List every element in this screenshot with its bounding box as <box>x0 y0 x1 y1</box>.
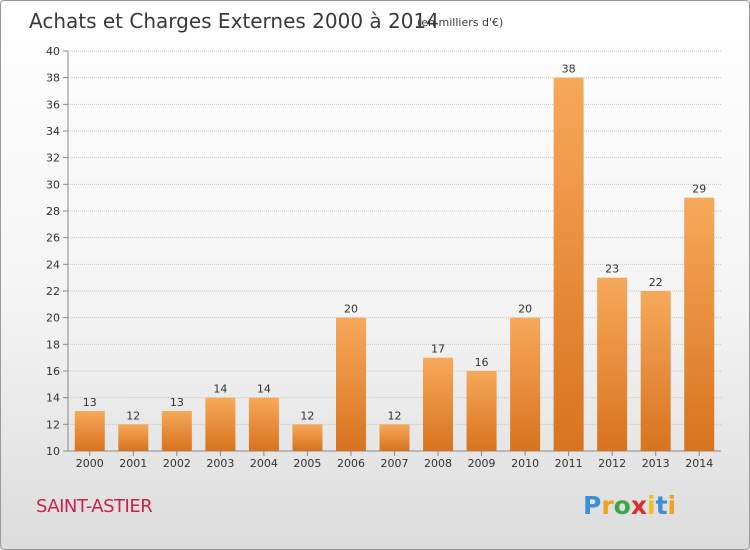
logo-letter: r <box>601 491 614 520</box>
logo-letter: P <box>583 491 602 520</box>
x-tick-label: 2012 <box>598 457 626 470</box>
bar <box>205 397 236 451</box>
x-tick-label: 2001 <box>119 457 147 470</box>
data-label: 20 <box>518 303 532 316</box>
bar <box>74 411 105 451</box>
y-tick-label: 18 <box>46 338 60 351</box>
bar <box>248 397 279 451</box>
y-tick-label: 12 <box>46 418 60 431</box>
bar <box>553 77 584 452</box>
bar <box>161 411 192 451</box>
data-label: 29 <box>692 183 706 196</box>
y-tick-label: 20 <box>46 312 60 325</box>
data-label: 12 <box>388 409 402 422</box>
logo-letter: o <box>613 491 631 520</box>
bar <box>292 424 323 451</box>
bars <box>74 77 715 452</box>
y-tick-label: 38 <box>46 72 60 85</box>
x-tick-label: 2002 <box>163 457 191 470</box>
y-tick-label: 26 <box>46 232 60 245</box>
logo-letter: i <box>647 491 656 520</box>
y-tick-label: 36 <box>46 98 60 111</box>
data-label: 12 <box>300 409 314 422</box>
x-tick-label: 2013 <box>642 457 670 470</box>
x-tick-label: 2003 <box>206 457 234 470</box>
x-tick-labels: 2000 2001 2002 2003 2004 2005 2006 2007 2008 2009… <box>76 457 713 470</box>
data-label: 14 <box>257 383 271 396</box>
bar <box>335 317 366 451</box>
x-tick-label: 2004 <box>250 457 278 470</box>
bar <box>510 317 541 451</box>
data-label: 38 <box>562 63 576 76</box>
x-tick-label: 2010 <box>511 457 539 470</box>
logo-letter: i <box>667 491 677 520</box>
y-tick-label: 24 <box>46 258 60 271</box>
data-labels: 13 12 13 14 14 12 20 12 17 16 20 38 23 22 29 <box>83 63 706 423</box>
data-label: 14 <box>213 383 227 396</box>
logo-letter: t <box>655 491 668 520</box>
y-tick-label: 14 <box>46 392 60 405</box>
x-tick-label: 2007 <box>381 457 409 470</box>
y-tick-label: 34 <box>46 125 60 138</box>
data-label: 23 <box>605 263 619 276</box>
y-tick-label: 10 <box>46 445 60 458</box>
y-tick-labels: 10 12 14 16 18 20 22 24 26 28 30 32 34 36 38 40 <box>46 45 60 458</box>
data-label: 22 <box>649 276 663 289</box>
bar <box>466 371 497 451</box>
bar <box>118 424 149 451</box>
chart-title: Achats et Charges Externes 2000 à 2014 <box>29 9 439 33</box>
bar <box>684 197 715 451</box>
x-tick-label: 2014 <box>685 457 713 470</box>
bar <box>423 357 454 451</box>
y-tick-label: 22 <box>46 285 60 298</box>
x-tick-label: 2008 <box>424 457 452 470</box>
bar <box>597 277 628 451</box>
data-label: 17 <box>431 343 445 356</box>
x-tick-label: 2009 <box>468 457 496 470</box>
x-tick-label: 2011 <box>555 457 583 470</box>
y-tick-label: 16 <box>46 365 60 378</box>
proxiti-logo[interactable]: Proxiti <box>583 491 676 520</box>
chart-subtitle: (en milliers d'€) <box>417 16 504 29</box>
x-tick-label: 2006 <box>337 457 365 470</box>
data-label: 20 <box>344 303 358 316</box>
y-tick-label: 28 <box>46 205 60 218</box>
x-tick-label: 2000 <box>76 457 104 470</box>
logo-letter: x <box>630 491 647 520</box>
data-label: 13 <box>170 396 184 409</box>
data-label: 16 <box>475 356 489 369</box>
data-label: 13 <box>83 396 97 409</box>
y-tick-label: 32 <box>46 152 60 165</box>
y-tick-label: 30 <box>46 178 60 191</box>
data-label: 12 <box>126 409 140 422</box>
bar <box>379 424 410 451</box>
bar <box>640 291 671 451</box>
x-tick-label: 2005 <box>293 457 321 470</box>
y-tick-label: 40 <box>46 45 60 58</box>
commune-name: SAINT-ASTIER <box>36 496 153 517</box>
